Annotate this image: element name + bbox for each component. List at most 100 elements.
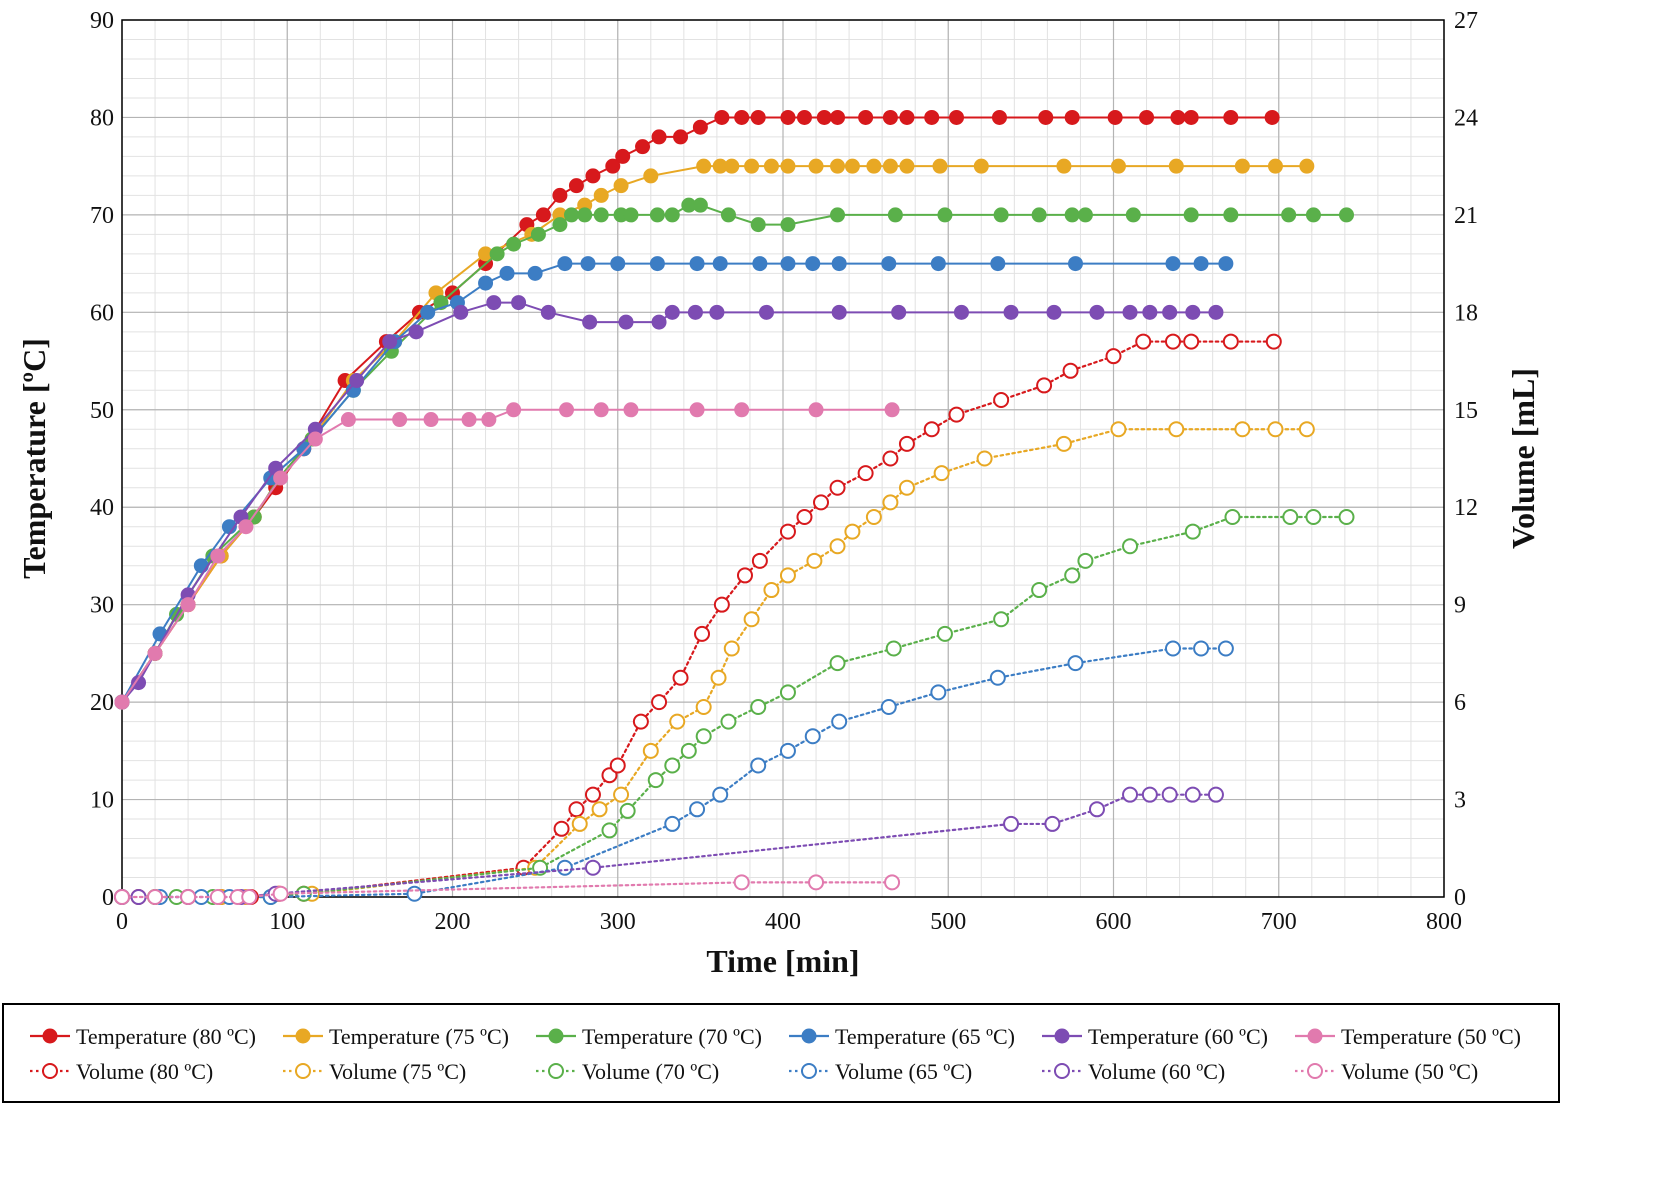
data-point <box>989 669 1006 686</box>
data-point <box>779 567 796 584</box>
data-point <box>831 713 848 730</box>
y-tick-label: 60 <box>90 300 114 326</box>
data-point <box>858 109 874 125</box>
data-point <box>1207 786 1224 803</box>
data-point <box>899 158 915 174</box>
data-point <box>993 207 1009 223</box>
data-point <box>1122 786 1139 803</box>
data-point <box>591 801 608 818</box>
x-tick-label: 300 <box>600 909 636 935</box>
legend-marker <box>42 1028 58 1044</box>
data-point <box>692 197 708 213</box>
y-tick-label: 10 <box>90 788 114 814</box>
data-point <box>1223 207 1239 223</box>
data-point <box>530 226 546 242</box>
y2-axis-title: Volume [mL] <box>1505 368 1541 549</box>
data-point <box>752 256 768 272</box>
legend-entry-volume-60-c: Volume (60 ºC) <box>1042 1059 1225 1084</box>
data-point <box>1067 655 1084 672</box>
data-point <box>1046 304 1062 320</box>
data-point <box>763 158 779 174</box>
data-point <box>499 265 515 281</box>
legend-label: Volume (75 ºC) <box>329 1059 466 1084</box>
data-point <box>758 304 774 320</box>
data-point <box>829 655 846 672</box>
data-point <box>1062 362 1079 379</box>
y2-tick-label: 9 <box>1454 593 1466 619</box>
data-point <box>1170 109 1186 125</box>
data-point <box>932 158 948 174</box>
data-point <box>296 441 312 457</box>
data-point <box>1164 640 1181 657</box>
data-point <box>481 412 497 428</box>
y2-tick-label: 3 <box>1454 788 1466 814</box>
series-temperature-50-c <box>114 402 900 710</box>
data-point <box>1122 538 1139 555</box>
legend-marker <box>801 1028 817 1044</box>
data-point <box>238 519 254 535</box>
data-point <box>687 304 703 320</box>
data-point <box>340 412 356 428</box>
x-tick-label: 400 <box>765 909 801 935</box>
data-point <box>1217 640 1234 657</box>
data-point <box>1077 552 1094 569</box>
data-point <box>720 713 737 730</box>
data-point <box>750 217 766 233</box>
data-point <box>1139 109 1155 125</box>
legend-entry-temperature-70-c: Temperature (70 ºC) <box>536 1024 762 1049</box>
data-point <box>131 675 147 691</box>
data-point <box>180 889 197 905</box>
data-point <box>506 236 522 252</box>
y2-tick-label: 21 <box>1454 203 1478 229</box>
data-point <box>808 158 824 174</box>
data-point <box>180 597 196 613</box>
data-point <box>830 207 846 223</box>
data-point <box>527 265 543 281</box>
data-point <box>1031 207 1047 223</box>
data-point <box>209 889 226 905</box>
data-point <box>461 412 477 428</box>
series-line <box>120 515 1348 899</box>
data-point <box>712 256 728 272</box>
data-point <box>664 757 681 774</box>
data-point <box>1338 508 1355 525</box>
data-point <box>1110 158 1126 174</box>
data-point <box>1234 421 1251 438</box>
legend-label: Temperature (60 ºC) <box>1088 1024 1268 1049</box>
y2-tick-label: 18 <box>1454 300 1478 326</box>
data-point <box>307 431 323 447</box>
x-tick-label: 500 <box>930 909 966 935</box>
data-point <box>736 567 753 584</box>
data-point <box>635 139 651 155</box>
data-point <box>1168 421 1185 438</box>
series-layer <box>114 109 1355 905</box>
data-point <box>1305 508 1322 525</box>
data-point <box>114 889 130 905</box>
data-point <box>976 450 993 467</box>
data-point <box>593 187 609 203</box>
data-point <box>779 523 796 540</box>
data-point <box>1056 158 1072 174</box>
data-point <box>623 402 639 418</box>
legend <box>2 1003 1560 1103</box>
data-point <box>806 552 823 569</box>
data-point <box>643 168 659 184</box>
data-point <box>887 207 903 223</box>
data-point <box>1110 421 1127 438</box>
legend-label: Volume (80 ºC) <box>76 1059 213 1084</box>
data-point <box>1122 304 1138 320</box>
data-point <box>689 402 705 418</box>
data-point <box>552 187 568 203</box>
data-point <box>689 801 706 818</box>
y2-tick-label: 24 <box>1454 105 1478 131</box>
data-point <box>1223 109 1239 125</box>
data-point <box>552 217 568 233</box>
data-point <box>695 698 712 715</box>
data-point <box>831 256 847 272</box>
data-point <box>556 859 573 876</box>
data-point <box>147 645 163 661</box>
data-point <box>613 786 630 803</box>
legend-label: Temperature (75 ºC) <box>329 1024 509 1049</box>
